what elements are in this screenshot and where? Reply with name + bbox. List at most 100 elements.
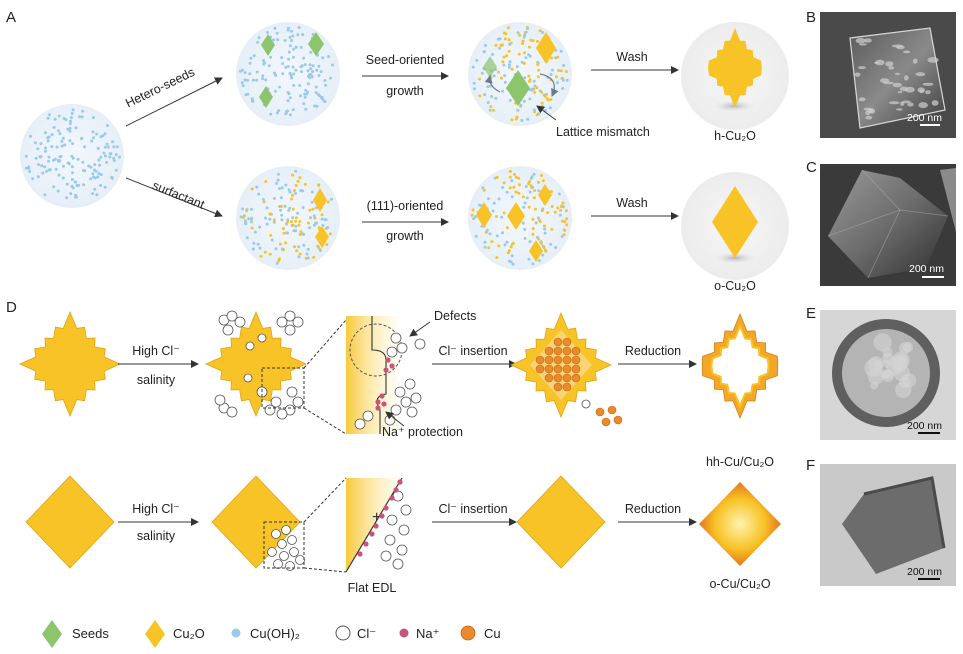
chloride-circle	[292, 316, 304, 328]
cuoh2-dot	[298, 84, 302, 87]
cu2o-crystal-icon	[529, 240, 543, 262]
copper-particle	[571, 373, 581, 383]
cuoh2-dot	[103, 132, 107, 136]
cuoh2-dot	[511, 262, 515, 266]
cu2o-dot	[527, 74, 531, 78]
cuoh2-dot	[302, 102, 306, 106]
cu2o-dot	[290, 220, 293, 224]
cuoh2-dot	[65, 182, 69, 186]
cuoh2-dot	[70, 178, 74, 181]
cuoh2-dot	[308, 226, 311, 230]
cuoh2-dot	[548, 106, 552, 110]
copper-particle	[544, 346, 554, 356]
chloride-circle	[380, 550, 392, 562]
cu2o-dot	[563, 228, 567, 232]
sodium-dot	[379, 393, 385, 399]
cu2o-dot	[326, 200, 330, 204]
cuoh2-dot	[523, 227, 527, 231]
surface-feature	[904, 75, 909, 81]
chloride-circle	[295, 555, 305, 565]
surface-feature	[912, 58, 918, 64]
cuoh2-dot	[50, 145, 54, 149]
sodium-dot	[375, 405, 381, 411]
cuoh2-dot	[36, 175, 40, 179]
cuoh2-dot	[93, 163, 97, 166]
cuoh2-dot	[280, 56, 284, 60]
surface-feature	[869, 108, 876, 114]
cuoh2-dot	[69, 116, 73, 120]
chloride-circle	[284, 310, 296, 322]
edl-ions-zoom	[357, 479, 412, 570]
growth-arrow-icon	[539, 73, 559, 97]
chloride-circle	[410, 392, 422, 404]
surface-feature	[902, 50, 911, 54]
copper-dot-icon	[460, 625, 476, 641]
cu2o-dot	[508, 186, 512, 190]
cuoh2-dot	[57, 114, 61, 118]
label-high-cl-top: High Cl⁻	[132, 344, 180, 358]
sodium-dot	[385, 357, 391, 363]
cuoh2-dot	[480, 71, 484, 75]
label-growth-bottom: growth	[386, 229, 424, 243]
cu2o-dot	[282, 231, 286, 235]
cuoh2-dot	[264, 78, 268, 82]
cuoh2-dot	[519, 103, 523, 107]
cuoh2-dot	[474, 215, 477, 219]
chloride-circle	[226, 406, 238, 418]
cuoh2-dot	[274, 73, 278, 77]
sodium-dot	[369, 531, 375, 537]
cuoh2-dot	[309, 50, 313, 54]
cu2o-dot	[509, 245, 513, 249]
panel-f-label: F	[806, 457, 815, 474]
cu2o-dot	[293, 245, 297, 249]
cu2o-dot	[537, 237, 541, 241]
cuoh2-dot	[270, 238, 274, 242]
cuoh2-dot	[280, 247, 284, 251]
cuoh2-dot	[286, 91, 290, 94]
legend-cu-label: Cu	[484, 626, 501, 641]
chloride-circle	[285, 561, 295, 571]
cuoh2-dot	[505, 190, 509, 194]
cuoh2-dot	[531, 262, 535, 266]
cu2o-dot	[537, 180, 540, 184]
cuoh2-dot	[101, 134, 105, 138]
cuoh2-dot	[60, 144, 64, 148]
cuoh2-dot	[296, 33, 300, 37]
cuoh2-dot	[285, 222, 288, 226]
cuoh2-dot	[91, 116, 95, 119]
cu2o-dot	[536, 63, 540, 67]
cuoh2-dot	[118, 155, 121, 159]
cu2o-dot	[531, 232, 535, 236]
cuoh2-dot	[292, 83, 296, 87]
cu2o-dot	[495, 215, 498, 218]
arrow-surfactant	[125, 177, 223, 218]
cu2o-dot	[560, 204, 564, 208]
cuoh2-dot	[52, 185, 56, 189]
copper-particle	[562, 337, 572, 347]
sodium-dot	[389, 495, 395, 501]
copper-particle	[553, 373, 563, 383]
cuoh2-dot	[115, 145, 119, 149]
cuoh2-dot	[306, 82, 310, 86]
surface-feature	[885, 61, 894, 67]
mixed-dots-surfactant	[239, 169, 333, 265]
cuoh2-dot	[112, 159, 116, 162]
cuoh2-dot	[58, 159, 62, 163]
cu2o-dot	[471, 208, 475, 212]
chloride-circle	[398, 524, 410, 536]
cuoh2-dot	[501, 186, 505, 189]
cu2o-dot	[500, 76, 503, 80]
cuoh2-dot	[549, 242, 553, 246]
cuoh2-dot	[243, 71, 247, 75]
copper-particle	[553, 364, 563, 374]
label-cl-insertion-top: Cl⁻ insertion	[438, 344, 507, 358]
cuoh2-dot	[83, 145, 87, 149]
cuoh2-dot	[296, 211, 300, 215]
cuoh2-dot	[522, 99, 526, 103]
cu2o-dot	[294, 219, 298, 223]
legend-cuoh2-label: Cu(OH)₂	[250, 626, 300, 641]
cu2o-dot	[542, 246, 546, 249]
hh-cu2o-star-crystal	[19, 310, 121, 418]
cu2o-dot	[264, 180, 268, 183]
cuoh2-dot	[309, 73, 313, 76]
